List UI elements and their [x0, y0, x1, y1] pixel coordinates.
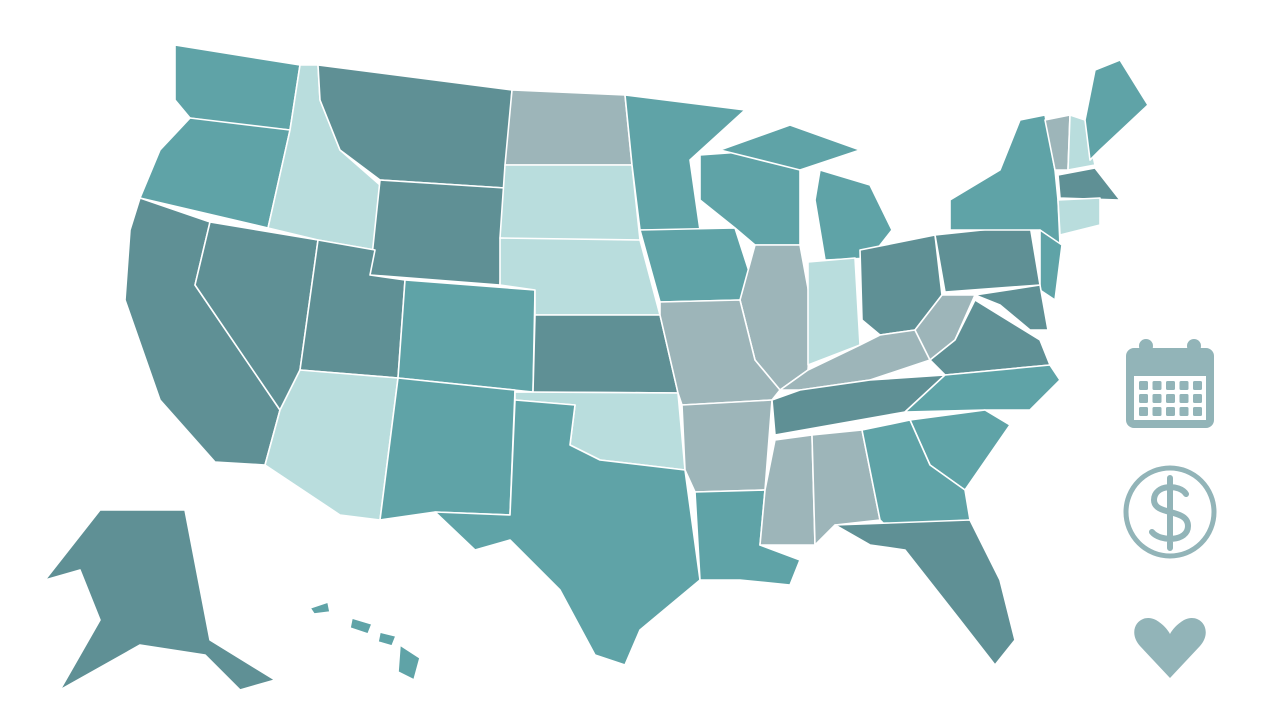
- dollar-icon[interactable]: [1123, 465, 1217, 559]
- state: [811, 429, 881, 546]
- calendar-ring: [1187, 339, 1201, 353]
- state: [861, 419, 971, 526]
- state: [139, 117, 291, 229]
- state: [397, 279, 536, 393]
- calendar-day: [1152, 407, 1162, 416]
- state: [434, 399, 701, 666]
- calendar-day: [1166, 394, 1175, 403]
- state: [174, 44, 301, 131]
- state: [499, 164, 641, 246]
- state: [349, 617, 373, 635]
- state: [719, 124, 861, 171]
- heart-icon[interactable]: [1134, 618, 1206, 678]
- dollar-circle: [1123, 465, 1217, 559]
- state: [759, 434, 816, 546]
- calendar-day: [1179, 381, 1189, 390]
- state: [309, 601, 331, 615]
- state: [1084, 59, 1149, 161]
- state: [934, 224, 1041, 293]
- state: [1057, 197, 1101, 236]
- state: [532, 314, 679, 394]
- state: [504, 89, 633, 166]
- calendar-day: [1139, 394, 1148, 403]
- state: [369, 179, 506, 286]
- calendar-day: [1152, 394, 1162, 403]
- state: [1067, 114, 1096, 171]
- state: [44, 509, 276, 691]
- calendar-day: [1193, 407, 1202, 416]
- state: [377, 631, 397, 647]
- calendar-icon[interactable]: [1126, 339, 1214, 428]
- calendar-ring: [1139, 339, 1153, 353]
- calendar-day: [1166, 407, 1175, 416]
- state: [1057, 167, 1121, 201]
- state: [639, 227, 756, 303]
- state: [397, 644, 421, 681]
- calendar-day: [1139, 381, 1148, 390]
- state: [1039, 229, 1063, 301]
- calendar-day: [1179, 394, 1189, 403]
- state: [379, 377, 516, 521]
- state: [914, 294, 976, 361]
- calendar-day: [1139, 407, 1148, 416]
- state: [974, 284, 1049, 331]
- icons: [1123, 339, 1217, 678]
- calendar-day: [1179, 407, 1189, 416]
- state: [949, 114, 1061, 246]
- calendar-day: [1193, 381, 1202, 390]
- calendar-day: [1152, 381, 1162, 390]
- calendar-day: [1166, 381, 1175, 390]
- calendar-day: [1193, 394, 1202, 403]
- dollar-sign: [1149, 475, 1192, 551]
- state: [834, 519, 1016, 666]
- states: [44, 44, 1149, 691]
- state: [681, 399, 773, 493]
